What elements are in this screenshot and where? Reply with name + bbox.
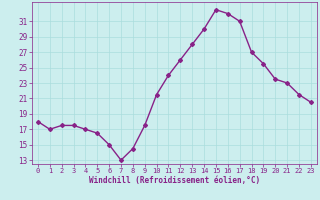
X-axis label: Windchill (Refroidissement éolien,°C): Windchill (Refroidissement éolien,°C) [89,176,260,185]
